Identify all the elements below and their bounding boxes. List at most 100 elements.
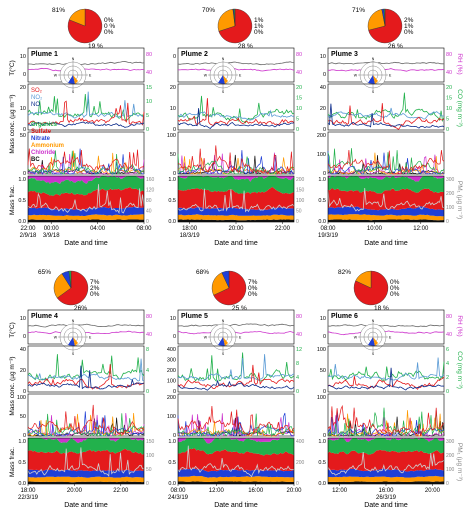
panel-frame — [27, 437, 145, 485]
panel-frame — [177, 309, 295, 345]
fraction-band — [328, 438, 444, 455]
tick-label: 20 — [446, 85, 452, 91]
pie-label: 1% — [254, 17, 264, 24]
pie-label: 0% — [390, 279, 400, 286]
panel-frame — [327, 83, 445, 131]
tick-label: 300 — [446, 439, 455, 445]
tick-label: 0 — [323, 433, 326, 439]
compass-label: W — [204, 336, 208, 340]
x-axis-label: Date and time — [214, 502, 258, 509]
tick-label: 0 — [173, 433, 176, 439]
x-tick-label: 04:00 — [90, 226, 106, 232]
panel-frame — [27, 175, 145, 223]
tick-label: 1.0 — [18, 177, 26, 183]
tick-label: 0 — [323, 72, 326, 78]
x-axis-label: Date and time — [64, 240, 108, 247]
x-tick-label: 18:00 18/3/19 — [180, 226, 201, 239]
y-axis-label: RH (%) — [456, 53, 463, 74]
tick-label: 40 — [146, 209, 152, 215]
rh-line — [327, 330, 445, 336]
x-tick-label: 12:00 — [332, 488, 348, 494]
species-line — [177, 145, 295, 176]
species-line — [327, 154, 445, 175]
fraction-band — [178, 438, 294, 444]
x-tick-label: 00:00 3/9/18 — [43, 226, 60, 239]
tick-label: 0 — [323, 389, 326, 395]
tick-label: 10 — [320, 316, 326, 322]
y-axis-label: PM₁ (µg m⁻³) — [456, 443, 463, 481]
x-tick-label: 08:00 19/3/19 — [318, 226, 339, 239]
panel-frame — [177, 47, 295, 83]
tick-label: 10 — [170, 106, 176, 112]
tick-label: 80 — [146, 314, 152, 320]
fraction-band — [28, 481, 144, 484]
species-legend-label: Chloride — [31, 150, 56, 156]
gas-legend-label: NO₂ — [31, 95, 43, 101]
compass-label: N — [372, 319, 375, 323]
tick-label: 100 — [146, 453, 155, 459]
pie-slice — [217, 8, 236, 32]
pie-label: 2% — [404, 17, 414, 24]
fraction-band — [28, 187, 144, 210]
tick-label: 100 — [446, 467, 455, 473]
tick-label: 100 — [167, 414, 176, 420]
pie-label: 18 % — [374, 305, 389, 312]
tick-label: 20 — [170, 85, 176, 91]
tick-label: 0.0 — [168, 219, 176, 225]
pm1-line — [27, 184, 145, 215]
x-axis-label: Date and time — [364, 502, 408, 509]
panel-frame — [327, 175, 445, 223]
tick-label: 0.5 — [168, 460, 176, 466]
temperature-line — [327, 61, 444, 65]
species-line — [327, 148, 445, 175]
pie-label: 28 % — [238, 43, 253, 50]
tick-label: 15 — [146, 85, 152, 91]
pie-slice — [68, 8, 86, 27]
wind-sector — [223, 337, 228, 346]
compass-label: S — [222, 352, 225, 356]
fraction-band — [178, 207, 294, 216]
tick-label: 2 — [446, 375, 449, 381]
pie-label: 70% — [202, 7, 215, 14]
pie-slice — [56, 270, 89, 306]
tick-label: 5 — [446, 117, 449, 123]
pie-slice — [383, 8, 386, 27]
no-line — [327, 103, 445, 129]
rh-line — [177, 68, 295, 72]
wind-sector — [218, 337, 225, 346]
pie-label: 7% — [248, 279, 258, 286]
wind-sector — [73, 337, 78, 346]
panel-frame — [27, 309, 145, 345]
tick-label: 6 — [446, 347, 449, 353]
panel-frame — [177, 345, 295, 393]
pie-label: 7% — [90, 279, 100, 286]
tick-label: 20 — [296, 85, 302, 91]
tick-label: 20 — [20, 368, 26, 374]
species-legend-label: Sulfate — [31, 129, 52, 135]
panel-frame — [27, 393, 145, 437]
species-line — [178, 154, 295, 175]
tick-label: 300 — [167, 358, 176, 364]
tick-label: 0.5 — [318, 198, 326, 204]
no-line — [27, 365, 145, 390]
tick-label: 50 — [20, 133, 26, 139]
pie-label: 0% — [104, 17, 114, 24]
tick-label: 0.0 — [168, 481, 176, 487]
pie-label: 19 % — [88, 43, 103, 50]
compass-label: N — [222, 57, 225, 61]
species-line — [177, 412, 294, 437]
fraction-band — [28, 176, 144, 184]
fraction-band — [178, 214, 294, 221]
temperature-line — [177, 323, 295, 327]
tick-label: 0 — [446, 481, 449, 487]
species-line — [177, 153, 295, 175]
tick-label: 200 — [167, 395, 176, 401]
tick-label: 0.5 — [18, 198, 26, 204]
species-line — [327, 149, 445, 175]
fraction-band — [28, 214, 144, 220]
fraction-band — [328, 475, 444, 482]
pie-label: 1% — [404, 23, 414, 30]
x-tick-label: 20:00 — [286, 488, 302, 494]
tick-label: 1.0 — [18, 439, 26, 445]
no-line — [28, 121, 145, 128]
